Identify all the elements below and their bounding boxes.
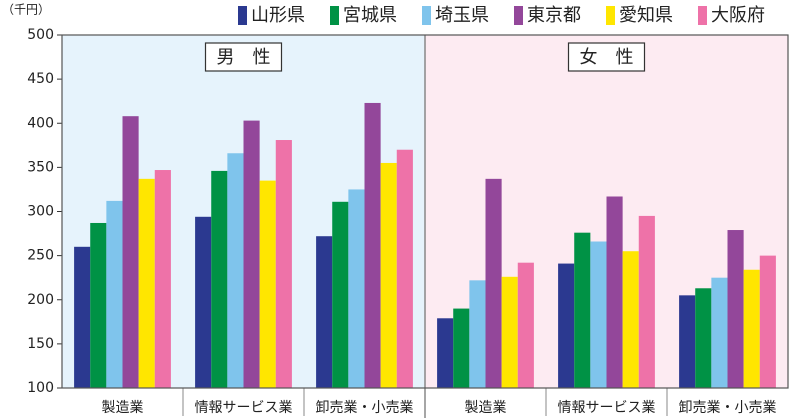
bar [679, 295, 696, 388]
bar [122, 116, 139, 388]
legend-label: 埼玉県 [435, 5, 489, 26]
y-tick-label: 350 [27, 159, 54, 175]
panel-label: 女 性 [580, 47, 634, 68]
legend-swatch [238, 6, 247, 25]
bar [195, 216, 212, 388]
bar [348, 189, 365, 388]
y-tick-label: 200 [27, 292, 54, 308]
legend-swatch [606, 6, 615, 25]
bar [332, 201, 349, 388]
y-tick-label: 300 [27, 204, 54, 220]
y-tick-label: 250 [27, 248, 54, 264]
legend-label: 東京都 [527, 5, 581, 26]
bar [517, 262, 534, 388]
bar [606, 196, 623, 388]
bar [437, 318, 454, 388]
y-unit: （千円） [2, 3, 50, 17]
bar [106, 200, 123, 388]
y-tick-label: 500 [27, 27, 54, 43]
x-tick-label: 情報サービス業 [195, 400, 293, 416]
bar [275, 140, 292, 388]
bar [380, 162, 397, 388]
bar [485, 178, 502, 388]
bar [211, 170, 228, 388]
x-tick-label: 卸売業・小売業 [316, 400, 414, 416]
y-tick-label: 100 [27, 380, 54, 396]
panel-label-box [567, 42, 646, 72]
x-tick-label: 製造業 [465, 400, 507, 416]
bar [574, 232, 591, 388]
x-tick-label: 製造業 [102, 400, 144, 416]
bar [154, 170, 171, 388]
panel-label-box [204, 42, 283, 72]
legend-swatch [698, 6, 707, 25]
y-tick-label: 150 [27, 336, 54, 352]
legend-swatch [514, 6, 523, 25]
plot-frame [61, 34, 789, 389]
bar [138, 178, 155, 388]
bar [695, 288, 712, 388]
bar [743, 269, 760, 388]
bar [622, 251, 639, 388]
legend-swatch [330, 6, 339, 25]
bar [727, 230, 744, 388]
bar [590, 241, 607, 388]
y-tick-label: 400 [27, 115, 54, 131]
bar [90, 222, 107, 388]
legend-label: 愛知県 [619, 5, 673, 26]
x-tick-label: 情報サービス業 [558, 400, 656, 416]
bar [227, 153, 244, 388]
bar [396, 149, 413, 388]
bar [316, 236, 333, 388]
bar [558, 263, 575, 388]
bar [469, 280, 486, 388]
bar [638, 215, 655, 388]
bar [501, 276, 518, 388]
legend-label: 大阪府 [711, 5, 765, 26]
legend-swatch [422, 6, 431, 25]
bar [453, 308, 470, 388]
panel-label: 男 性 [217, 47, 271, 68]
bar [364, 102, 381, 388]
bar [243, 120, 260, 388]
x-tick-label: 卸売業・小売業 [679, 400, 777, 416]
bar [711, 277, 728, 388]
bar [74, 246, 91, 388]
bar [759, 255, 776, 388]
legend-label: 山形県 [251, 5, 305, 26]
y-tick-label: 450 [27, 71, 54, 87]
legend-label: 宮城県 [343, 5, 397, 26]
bar [259, 180, 276, 388]
